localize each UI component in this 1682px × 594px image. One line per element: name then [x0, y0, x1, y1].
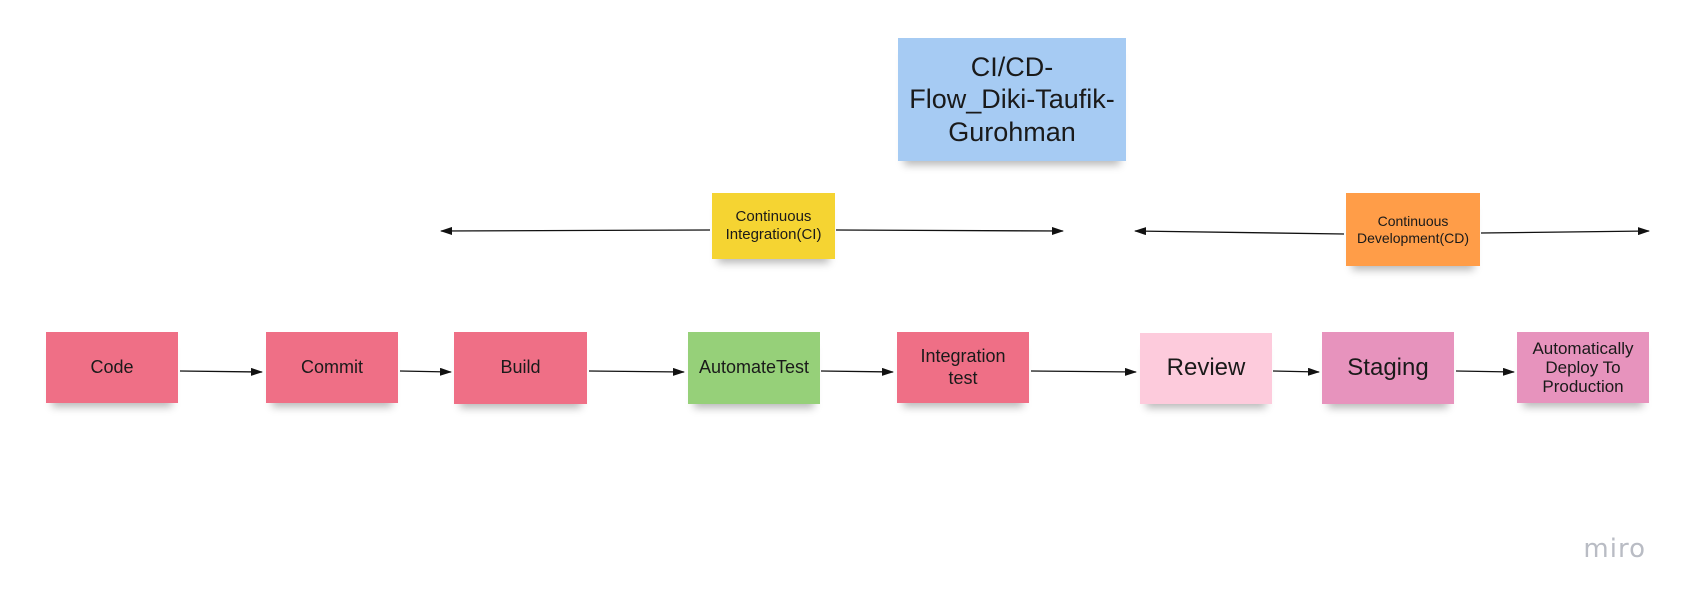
step-label: AutomateTest — [698, 357, 810, 378]
step-staging-sticky-note[interactable]: Staging — [1322, 332, 1454, 404]
step-integration-test-sticky-note[interactable]: Integration test — [897, 332, 1029, 403]
step-label: Staging — [1347, 353, 1429, 381]
cd-phase-sticky-note[interactable]: Continuous Development(CD) — [1346, 193, 1480, 266]
cd-right-arrow — [1480, 227, 1650, 236]
step-label: Review — [1166, 354, 1246, 382]
ci-phase-label: Continuous Integration(CI) — [725, 208, 822, 243]
miro-logo: miro — [1583, 534, 1646, 564]
flow-arrow-build-test — [588, 367, 685, 376]
step-automate-test-sticky-note[interactable]: AutomateTest — [688, 332, 820, 404]
step-review-sticky-note[interactable]: Review — [1140, 333, 1272, 404]
ci-left-arrow — [440, 226, 711, 235]
step-code-sticky-note[interactable]: Code — [46, 332, 178, 403]
cd-left-arrow — [1134, 227, 1345, 236]
ci-right-arrow — [835, 226, 1064, 235]
step-commit-sticky-note[interactable]: Commit — [266, 332, 398, 403]
cd-phase-label: Continuous Development(CD) — [1356, 212, 1470, 246]
flow-arrow-commit-build — [399, 367, 452, 376]
title-sticky-note[interactable]: CI/CD-Flow_Diki-Taufik-Gurohman — [898, 38, 1126, 161]
flow-arrow-review-staging — [1272, 367, 1320, 376]
step-label: Automatically Deploy To Production — [1532, 338, 1634, 397]
step-label: Integration test — [920, 345, 1006, 388]
flow-arrow-staging-deploy — [1455, 367, 1515, 376]
step-label: Code — [90, 356, 134, 377]
flow-arrow-test-integration — [820, 367, 894, 376]
flow-arrow-integration-review — [1030, 367, 1137, 376]
step-label: Build — [500, 357, 541, 378]
step-build-sticky-note[interactable]: Build — [454, 332, 587, 404]
step-deploy-production-sticky-note[interactable]: Automatically Deploy To Production — [1517, 332, 1649, 403]
step-label: Commit — [301, 356, 363, 377]
diagram-title: CI/CD-Flow_Diki-Taufik-Gurohman — [909, 51, 1115, 147]
ci-phase-sticky-note[interactable]: Continuous Integration(CI) — [712, 193, 835, 259]
flow-arrow-code-commit — [179, 367, 263, 376]
